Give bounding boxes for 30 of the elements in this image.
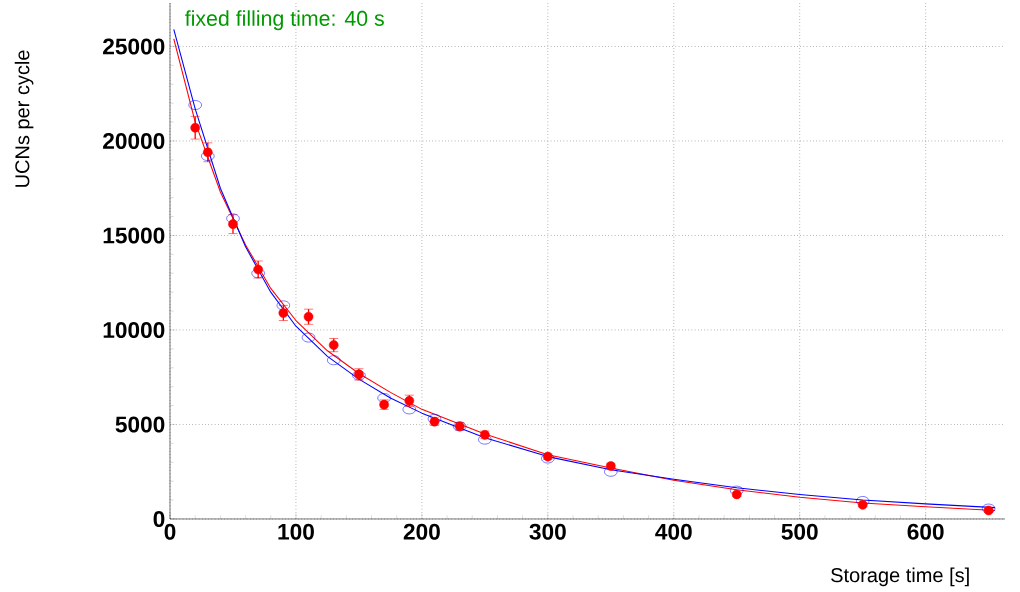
point xyxy=(190,122,200,133)
point xyxy=(856,496,870,506)
y-tick-label: 10000 xyxy=(103,321,165,339)
point xyxy=(604,466,618,477)
point xyxy=(730,485,744,496)
x-tick-label: 200 xyxy=(403,523,440,540)
y-tick-label: 20000 xyxy=(103,132,165,149)
y-tick-label: 0 xyxy=(153,510,165,528)
y-tick-label: 5000 xyxy=(115,416,165,433)
point xyxy=(377,393,391,403)
point xyxy=(253,264,263,275)
x-axis-title: Storage time [s] xyxy=(831,567,969,587)
y-axis-title: UCNs per cycle xyxy=(14,50,34,187)
point xyxy=(478,434,492,445)
annotation: fixed filling time: 40 s xyxy=(185,10,384,31)
y-tick-label: 25000 xyxy=(103,38,165,55)
point xyxy=(278,308,289,318)
x-tick-label: 300 xyxy=(529,523,566,540)
point xyxy=(301,332,316,343)
point xyxy=(188,100,202,110)
y-tick-label: 15000 xyxy=(103,227,165,244)
point xyxy=(402,404,416,415)
x-tick-label: 500 xyxy=(781,523,818,540)
point xyxy=(327,355,341,366)
point xyxy=(202,147,213,158)
x-tick-label: 600 xyxy=(907,523,944,540)
x-tick-label: 100 xyxy=(278,523,314,540)
x-tick-label: 0 xyxy=(164,523,176,540)
x-tick-label: 400 xyxy=(655,523,692,540)
point xyxy=(228,219,238,229)
